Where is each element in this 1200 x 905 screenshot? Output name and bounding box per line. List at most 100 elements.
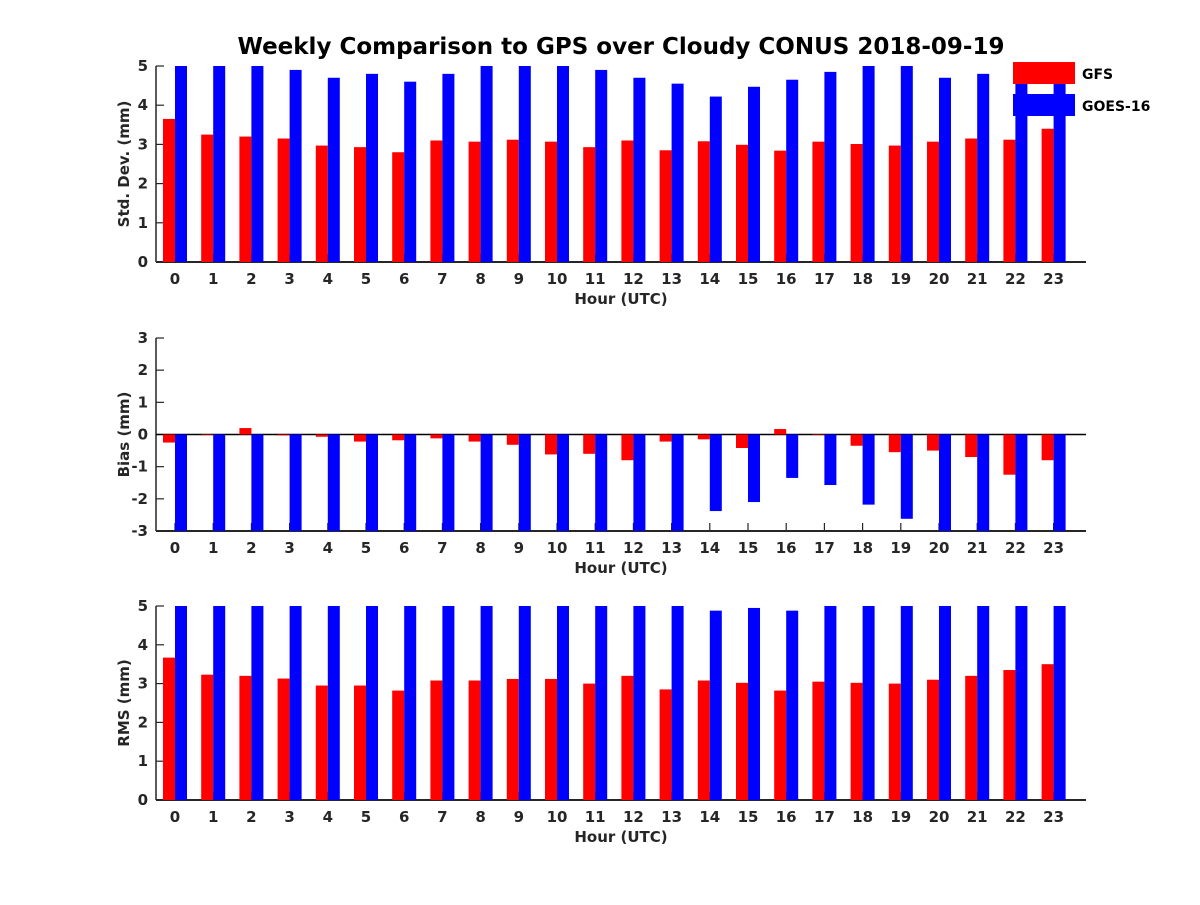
bar-gfs-hour-8: [468, 434, 481, 442]
x-tick-label: 13: [661, 808, 682, 826]
x-tick-label: 18: [852, 808, 873, 826]
bar-goes-16-hour-19: [900, 606, 913, 800]
bar-goes-16-hour-10: [557, 606, 569, 800]
x-tick-label: 2: [246, 270, 256, 288]
x-tick-label: 17: [814, 539, 835, 557]
x-tick-label: 8: [475, 270, 485, 288]
bar-goes-16-hour-1: [213, 66, 226, 262]
bar-gfs-hour-9: [506, 434, 519, 445]
bar-goes-16-hour-17: [824, 71, 837, 262]
x-tick-label: 20: [929, 270, 950, 288]
bar-gfs-hour-14: [697, 680, 710, 800]
bar-gfs-hour-22: [1003, 670, 1016, 800]
bar-goes-16-hour-6: [404, 434, 417, 531]
bar-goes-16-hour-21: [977, 73, 990, 262]
bar-gfs-hour-4: [315, 685, 328, 800]
x-tick-label: 9: [514, 808, 524, 826]
y-tick-label: -3: [131, 522, 148, 540]
x-tick-label: 22: [1005, 270, 1026, 288]
bar-gfs-hour-7: [430, 140, 443, 262]
x-tick-label: 11: [585, 270, 606, 288]
x-tick-label: 21: [967, 270, 988, 288]
x-axis-label: Hour (UTC): [574, 290, 667, 308]
bar-goes-16-hour-14: [709, 610, 722, 800]
bar-gfs-hour-3: [277, 678, 290, 800]
x-tick-label: 19: [890, 539, 911, 557]
y-tick-label: 0: [138, 791, 148, 809]
bar-gfs-hour-1: [201, 134, 214, 262]
y-tick-label: 4: [138, 96, 148, 114]
bar-gfs-hour-14: [697, 141, 710, 262]
bar-goes-16-hour-4: [327, 434, 340, 531]
bar-goes-16-hour-4: [327, 77, 340, 262]
x-tick-label: 15: [738, 270, 759, 288]
bar-goes-16-hour-1: [213, 434, 226, 531]
x-tick-label: 6: [399, 539, 409, 557]
bar-gfs-hour-0: [163, 434, 175, 443]
bar-goes-16-hour-12: [633, 77, 646, 262]
x-tick-label: 0: [170, 270, 180, 288]
bar-gfs-hour-6: [392, 434, 405, 441]
x-tick-label: 5: [361, 808, 371, 826]
bar-goes-16-hour-21: [977, 606, 990, 800]
bar-goes-16-hour-1: [213, 606, 226, 800]
bar-goes-16-hour-7: [442, 606, 455, 800]
x-tick-label: 17: [814, 270, 835, 288]
y-axis-label: RMS (mm): [115, 659, 133, 746]
y-tick-label: 5: [138, 57, 148, 75]
y-tick-label: -2: [131, 490, 148, 508]
x-tick-label: 9: [514, 270, 524, 288]
legend: GFS GOES-16: [1013, 62, 1150, 116]
x-tick-label: 11: [585, 808, 606, 826]
x-tick-label: 18: [852, 270, 873, 288]
x-tick-label: 20: [929, 808, 950, 826]
bar-goes-16-hour-0: [175, 66, 187, 262]
x-tick-label: 4: [323, 539, 333, 557]
x-tick-label: 4: [323, 270, 333, 288]
y-tick-label: 3: [138, 329, 148, 347]
x-tick-label: 23: [1043, 539, 1064, 557]
bar-goes-16-hour-7: [442, 73, 455, 262]
y-tick-label: 3: [138, 135, 148, 153]
bar-gfs-hour-5: [354, 147, 366, 262]
legend-swatch-goes-16: [1013, 94, 1075, 116]
bar-gfs-hour-10: [545, 141, 557, 262]
bar-gfs-hour-13: [659, 150, 672, 262]
bar-goes-16-hour-0: [175, 434, 187, 531]
bar-goes-16-hour-10: [557, 66, 569, 262]
bar-gfs-hour-16: [774, 150, 787, 262]
bar-gfs-hour-17: [812, 141, 825, 262]
bar-goes-16-hour-23: [1053, 77, 1066, 262]
bar-gfs-hour-10: [545, 678, 557, 800]
x-tick-label: 16: [776, 539, 797, 557]
bar-goes-16-hour-5: [366, 606, 378, 800]
bar-gfs-hour-17: [812, 434, 825, 436]
bar-gfs-hour-5: [354, 434, 366, 442]
legend-label-goes-16: GOES-16: [1082, 99, 1150, 115]
x-tick-label: 18: [852, 539, 873, 557]
x-tick-label: 6: [399, 808, 409, 826]
bar-gfs-hour-12: [621, 434, 634, 461]
x-tick-label: 6: [399, 270, 409, 288]
y-tick-label: 1: [138, 393, 148, 411]
bar-goes-16-hour-5: [366, 434, 378, 531]
bar-gfs-hour-22: [1003, 139, 1016, 262]
chart-title: Weekly Comparison to GPS over Cloudy CON…: [238, 34, 1005, 60]
x-tick-label: 19: [890, 270, 911, 288]
bar-goes-16-hour-23: [1053, 434, 1066, 531]
bar-goes-16-hour-7: [442, 434, 455, 531]
x-tick-label: 2: [246, 539, 256, 557]
bar-gfs-hour-15: [736, 144, 748, 262]
y-tick-label: 2: [138, 713, 148, 731]
bar-goes-16-hour-6: [404, 606, 417, 800]
bar-gfs-hour-11: [583, 683, 596, 800]
x-tick-label: 12: [623, 808, 644, 826]
bar-goes-16-hour-9: [518, 66, 531, 262]
bar-goes-16-hour-14: [709, 96, 722, 263]
bar-goes-16-hour-20: [939, 434, 951, 531]
bar-gfs-hour-2: [239, 428, 252, 435]
